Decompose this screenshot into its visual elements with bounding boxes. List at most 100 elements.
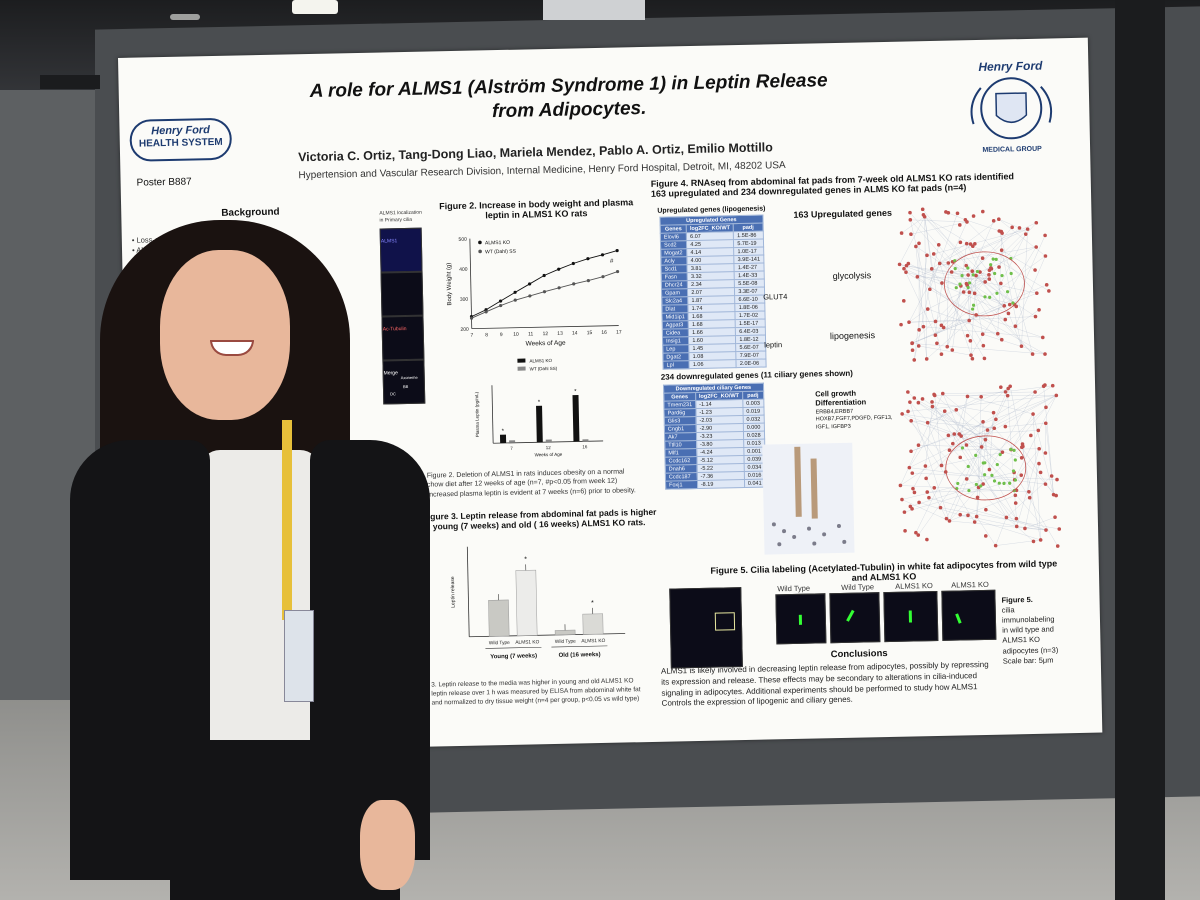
network-edge (949, 495, 1016, 522)
data-point (586, 278, 590, 283)
network-edge (949, 448, 1040, 451)
network-node (991, 219, 996, 223)
network-node (981, 419, 985, 424)
network-edge (961, 396, 968, 437)
network-edge (910, 433, 960, 452)
network-node (941, 325, 946, 330)
network-node (923, 464, 928, 468)
network-node (899, 322, 903, 327)
network-hub-node (1009, 271, 1013, 276)
network-edge (982, 421, 990, 470)
network-node (979, 394, 983, 399)
network-hub-node (990, 473, 994, 477)
network-edge (935, 282, 943, 336)
data-point (557, 267, 561, 271)
hand (360, 800, 415, 890)
network-node (925, 537, 929, 542)
network-edge (949, 388, 1009, 521)
network-hub-node (974, 453, 978, 457)
network-edge (924, 216, 932, 269)
network-edge (941, 452, 1003, 466)
significance-mark: # (610, 259, 614, 265)
network-hub-node (993, 271, 997, 276)
body-weight-line-chart: 200 300 400 500 7 8 9 10 11 12 13 14 15 16 17 Weeks of … (446, 237, 622, 348)
network-node (1027, 489, 1031, 494)
network-edge (905, 272, 961, 287)
network-node (972, 520, 977, 524)
network-node (909, 449, 913, 454)
network-node (1040, 335, 1045, 340)
network-node (900, 497, 904, 502)
network-hub-node (983, 473, 987, 477)
network-hub-node (997, 481, 1001, 485)
network-edge (947, 272, 981, 347)
network-hub-node (975, 269, 980, 274)
network-node (1044, 528, 1048, 532)
network-hub-node (998, 452, 1002, 457)
data-point (528, 294, 532, 298)
white-top (200, 450, 320, 750)
network-edge (1015, 309, 1040, 327)
bar (572, 395, 580, 442)
ceiling-light (292, 0, 338, 14)
network-node (917, 328, 921, 332)
network-node (1000, 450, 1005, 454)
logo-left-line2: HEALTH SYSTEM (138, 137, 223, 150)
network-node (997, 217, 1001, 222)
network-node (946, 211, 951, 215)
network-node (973, 242, 977, 246)
network-node (925, 490, 930, 494)
network-node (1054, 393, 1059, 398)
x-tick-label: 16 (601, 330, 607, 336)
group-bracket (485, 646, 542, 649)
network-edge (949, 520, 1047, 531)
network-edge (903, 268, 936, 336)
network-edge (965, 219, 1002, 232)
x-axis (471, 325, 619, 330)
network-node (942, 409, 947, 413)
network-node (970, 244, 975, 249)
network-node (946, 433, 951, 438)
network-node (965, 333, 970, 338)
network-node (1033, 390, 1037, 394)
network-edge (944, 411, 1047, 531)
cell-growth-label: Cell growth Differentiation (815, 388, 866, 408)
network-node (950, 348, 955, 352)
network-edge (915, 471, 946, 533)
network-node (908, 504, 913, 509)
network-node (997, 265, 1001, 269)
network-node (1057, 527, 1062, 531)
network-hub-node (1000, 273, 1004, 278)
network-edge (961, 386, 1044, 437)
network-node (908, 210, 912, 215)
network-node (937, 261, 942, 266)
network-node (979, 445, 984, 449)
logo-right-line2: MEDICAL GROUP (982, 145, 1042, 154)
network-node (1043, 352, 1047, 356)
value-cell: 2.0E-06 (736, 359, 766, 368)
network-edge (966, 243, 986, 283)
network-node (903, 529, 907, 533)
network-node (983, 534, 988, 538)
data-point (484, 310, 488, 314)
network-edge (951, 271, 973, 273)
network-node (912, 490, 917, 495)
poster-id: Poster B887 (136, 176, 192, 189)
x-tick-label: 15 (587, 330, 593, 336)
network-edge (952, 396, 968, 444)
network-edge (954, 386, 1011, 435)
data-point (513, 290, 517, 294)
y-axis (469, 238, 473, 329)
network-edge (1001, 250, 1022, 347)
x-tick-label: Wild Type (555, 639, 576, 645)
network-edge (908, 308, 928, 323)
network-edge (1010, 413, 1034, 450)
network-node (930, 400, 934, 404)
network-node (920, 207, 925, 212)
data-point (601, 275, 605, 279)
network-node (1014, 524, 1019, 529)
network-edge (914, 255, 928, 360)
network-edge (952, 261, 1036, 317)
network-node (907, 465, 912, 470)
network-node (946, 261, 951, 265)
